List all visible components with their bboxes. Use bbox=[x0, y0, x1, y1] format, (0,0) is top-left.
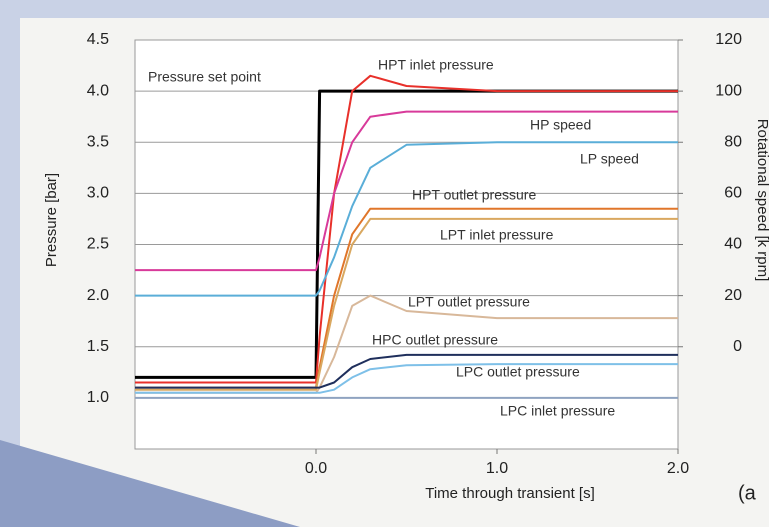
y2-tick-label: 60 bbox=[724, 185, 742, 202]
series-line bbox=[135, 217, 678, 391]
series-label: LPC outlet pressure bbox=[456, 364, 580, 380]
y2-tick-label: 20 bbox=[724, 287, 742, 304]
y2-tick-label: 40 bbox=[724, 236, 742, 253]
series-label: HPC outlet pressure bbox=[372, 332, 498, 348]
x-tick-label: 0.0 bbox=[305, 460, 327, 477]
series-line bbox=[135, 294, 678, 394]
series-line bbox=[135, 110, 678, 272]
y-axis-label: Pressure [bar] bbox=[43, 173, 60, 267]
y-tick-label: 3.5 bbox=[87, 133, 109, 150]
y-tick-label: 4.5 bbox=[87, 31, 109, 48]
series-label: LPT inlet pressure bbox=[440, 227, 554, 243]
y-tick-label: 4.0 bbox=[87, 82, 109, 99]
y-tick-label: 1.5 bbox=[87, 338, 109, 355]
x-tick-label: 2.0 bbox=[667, 460, 689, 477]
y-tick-label: 2.0 bbox=[87, 287, 109, 304]
series-label: LP speed bbox=[580, 151, 639, 167]
panel-label: (a bbox=[738, 482, 757, 504]
series-label: LPC inlet pressure bbox=[500, 403, 615, 419]
series-line bbox=[135, 353, 678, 389]
y2-tick-label: 80 bbox=[724, 133, 742, 150]
series-label: HPT outlet pressure bbox=[412, 187, 536, 203]
y-tick-label: 2.5 bbox=[87, 236, 109, 253]
decoration bbox=[0, 440, 300, 527]
y2-tick-label: 100 bbox=[715, 82, 742, 99]
series-line bbox=[135, 74, 678, 384]
series-label: HPT inlet pressure bbox=[378, 57, 494, 73]
series-label: Pressure set point bbox=[148, 69, 261, 85]
y2-tick-label: 120 bbox=[715, 31, 742, 48]
y-tick-label: 3.0 bbox=[87, 185, 109, 202]
y-tick-label: 1.0 bbox=[87, 389, 109, 406]
y2-tick-label: 0 bbox=[733, 338, 742, 355]
x-tick-label: 1.0 bbox=[486, 460, 508, 477]
y2-axis-label: Rotational speed [k rpm] bbox=[754, 119, 769, 282]
series-label: LPT outlet pressure bbox=[408, 294, 530, 310]
series-line bbox=[135, 141, 678, 297]
series-line bbox=[135, 363, 678, 394]
series-label: HP speed bbox=[530, 117, 591, 133]
x-axis-label: Time through transient [s] bbox=[425, 485, 595, 502]
